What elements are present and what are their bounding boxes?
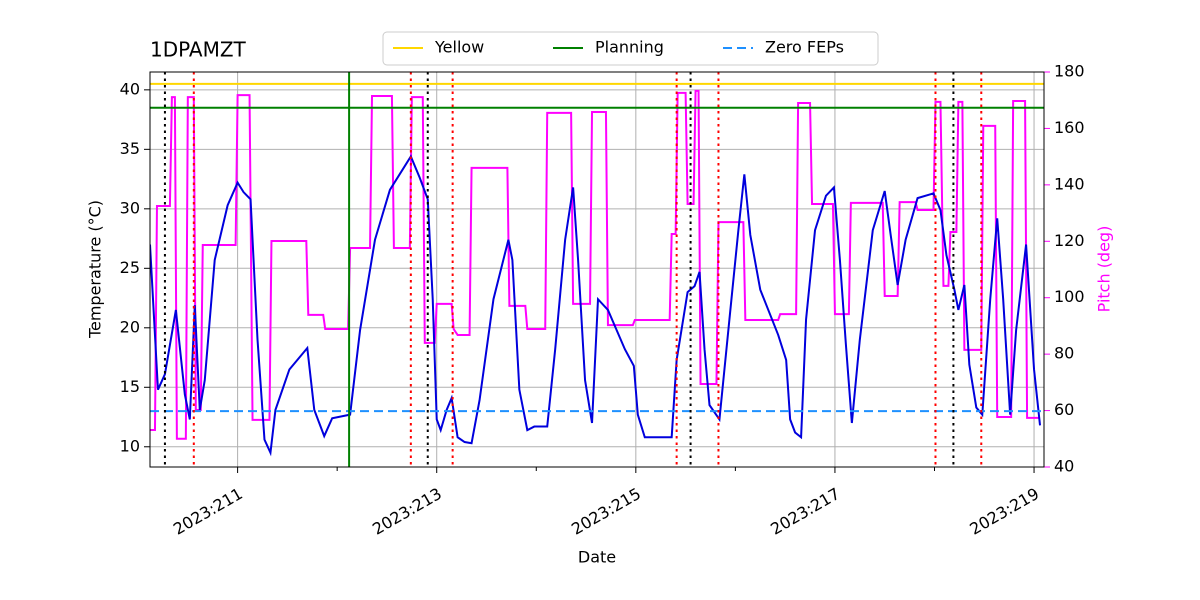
data-line xyxy=(150,89,1041,440)
y2-tick-label: 40 xyxy=(1054,457,1074,476)
y-tick-label: 30 xyxy=(120,198,140,217)
x-tick-label: 2023:217 xyxy=(767,484,843,539)
y2-tick-label: 160 xyxy=(1054,118,1085,137)
x-axis-label: Date xyxy=(578,548,616,567)
plot-lines xyxy=(150,72,1044,467)
x-tick-label: 2023:211 xyxy=(170,484,246,539)
y2-tick-label: 60 xyxy=(1054,400,1074,419)
x-tick-label: 2023:215 xyxy=(568,484,644,539)
y-tick-label: 15 xyxy=(120,377,140,396)
y2-tick-label: 180 xyxy=(1054,62,1085,81)
y-tick-label: 10 xyxy=(120,436,140,455)
x-tick-label: 2023:213 xyxy=(369,484,445,539)
y2-tick-label: 120 xyxy=(1054,231,1085,250)
y-tick-label: 25 xyxy=(120,258,140,277)
plot-frame xyxy=(149,71,1045,468)
data-line xyxy=(150,154,1042,457)
legend-label: Zero FEPs xyxy=(765,38,844,57)
chart-title: 1DPAMZT xyxy=(150,38,247,62)
y2-tick-label: 80 xyxy=(1054,344,1074,363)
y-axis-label: Temperature (°C) xyxy=(86,200,105,339)
legend-box xyxy=(382,31,879,66)
legend-label: Planning xyxy=(595,38,664,57)
y-tick-label: 40 xyxy=(120,79,140,98)
y2-tick-label: 100 xyxy=(1054,287,1085,306)
y-tick-label: 35 xyxy=(120,139,140,158)
legend-label: Yellow xyxy=(434,38,484,57)
x-tick-label: 2023:219 xyxy=(966,484,1042,539)
y-tick-label: 20 xyxy=(120,317,140,336)
y2-axis-label: Pitch (deg) xyxy=(1095,226,1114,313)
y2-tick-label: 140 xyxy=(1054,174,1085,193)
